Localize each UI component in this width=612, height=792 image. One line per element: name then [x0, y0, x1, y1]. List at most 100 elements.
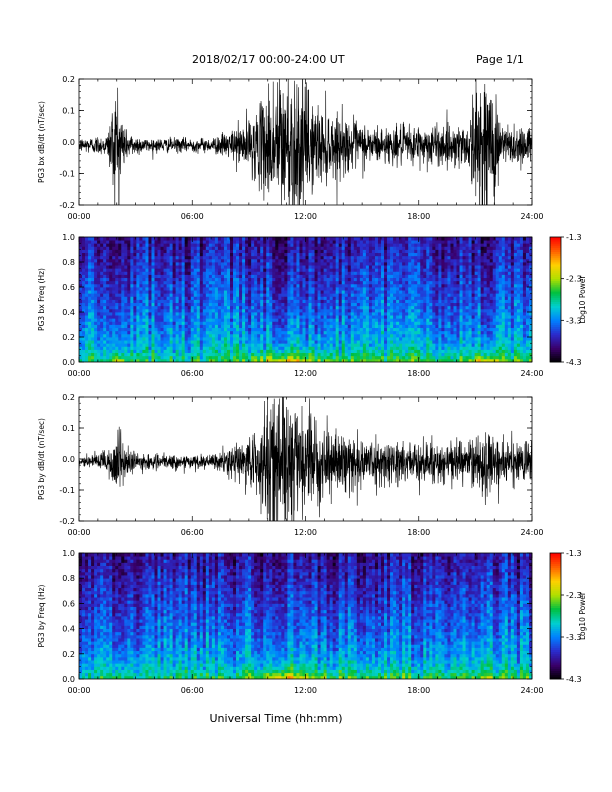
spectrogram-cell — [347, 283, 352, 288]
spectrogram-cell — [438, 349, 442, 354]
spectrogram-cell — [374, 305, 379, 310]
spectrogram-cell — [88, 299, 92, 304]
spectrogram-cell — [275, 299, 279, 304]
spectrogram-cell — [441, 274, 445, 279]
spectrogram-cell — [278, 237, 282, 241]
spectrogram-cell — [148, 318, 152, 322]
spectrogram-cell — [121, 302, 125, 307]
spectrogram-cell — [359, 327, 364, 332]
spectrogram-cell — [214, 330, 219, 335]
spectrogram-cell — [139, 268, 143, 272]
spectrogram-cell — [226, 290, 231, 294]
spectrogram-cell — [169, 305, 174, 310]
spectrogram-cell — [393, 252, 397, 257]
spectrogram-cell — [426, 277, 430, 282]
spectrogram-cell — [284, 340, 288, 344]
spectrogram-cell — [124, 265, 128, 269]
spectrogram-cell — [226, 327, 231, 332]
spectrogram-cell — [278, 290, 282, 294]
spectrogram-cell — [157, 330, 161, 335]
spectrogram-cell — [417, 255, 421, 260]
spectrogram-cell — [396, 255, 400, 260]
spectrogram-cell — [417, 333, 421, 338]
spectrogram-cell — [160, 255, 164, 260]
spectrogram-cell — [82, 255, 86, 260]
spectrogram-cell — [435, 283, 439, 288]
y-tick-label: 0.0 — [62, 138, 75, 147]
spectrogram-cell — [429, 249, 433, 254]
spectrogram-cell — [290, 280, 294, 285]
spectrogram-cell — [374, 315, 379, 319]
spectrogram-cell — [199, 318, 204, 322]
spectrogram-cell — [402, 283, 406, 288]
spectrogram-cell — [393, 262, 397, 266]
spectrogram-cell — [308, 308, 312, 313]
spectrogram-cell — [154, 265, 158, 269]
spectrogram-cell — [160, 333, 164, 338]
spectrogram-cell — [91, 318, 95, 322]
spectrogram-cell — [196, 265, 201, 269]
spectrogram-cell — [275, 287, 279, 291]
spectrogram-cell — [248, 318, 252, 322]
spectrogram-cell — [299, 318, 303, 322]
spectrogram-cell — [323, 337, 328, 341]
spectrogram-cell — [217, 352, 222, 357]
spectrogram-cell — [169, 262, 174, 266]
spectrogram-cell — [441, 308, 445, 313]
spectrogram-cell — [248, 343, 252, 347]
spectrogram-cell — [278, 274, 282, 279]
spectrogram-cell — [236, 305, 240, 310]
spectrogram-cell — [133, 246, 137, 250]
spectrogram-cell — [148, 321, 152, 325]
spectrogram-cell — [163, 333, 167, 338]
spectrogram-cell — [399, 255, 403, 260]
spectrogram-cell — [248, 255, 252, 260]
spectrogram-cell — [374, 321, 379, 325]
spectrogram-cell — [374, 352, 379, 357]
spectrogram-cell — [245, 337, 249, 341]
spectrogram-cell — [338, 349, 343, 354]
spectrogram-cell — [133, 283, 137, 288]
spectrogram-cell — [399, 252, 403, 257]
spectrogram-cell — [142, 349, 146, 354]
spectrogram-cell — [226, 308, 231, 313]
spectrogram-cell — [127, 290, 131, 294]
spectrogram-cell — [359, 355, 364, 360]
spectrogram-cell — [248, 249, 252, 254]
spectrogram-cell — [217, 287, 222, 291]
spectrogram-cell — [444, 330, 448, 335]
spectrogram-cell — [181, 299, 186, 304]
spectrogram-cell — [242, 268, 246, 272]
spectrogram-cell — [175, 249, 180, 254]
spectrogram-cell — [145, 249, 149, 254]
spectrogram-cell — [384, 271, 388, 275]
spectrogram-cell — [287, 293, 291, 297]
spectrogram-cell — [184, 346, 189, 350]
spectrogram-cell — [202, 258, 207, 263]
spectrogram-cell — [82, 265, 86, 269]
spectrogram-cell — [226, 240, 231, 244]
spectrogram-cell — [91, 337, 95, 341]
spectrogram-cell — [172, 312, 177, 316]
spectrogram-cell — [290, 302, 294, 307]
spectrogram-cell — [420, 358, 424, 362]
spectrogram-cell — [438, 346, 442, 350]
spectrogram-cell — [148, 255, 152, 260]
page-number: Page 1/1 — [476, 53, 524, 66]
spectrogram-cell — [311, 293, 315, 297]
spectrogram-cell — [118, 246, 122, 250]
spectrogram-cell — [163, 296, 167, 300]
spectrogram-cell — [429, 358, 433, 362]
spectrogram-cell — [299, 271, 303, 275]
spectrogram-cell — [142, 243, 146, 247]
spectrogram-cell — [208, 277, 213, 282]
spectrogram-cell — [429, 252, 433, 257]
spectrogram-cell — [85, 274, 89, 279]
spectrogram-cell — [233, 283, 237, 288]
spectrogram-cell — [175, 355, 180, 360]
spectrogram-cell — [384, 330, 388, 335]
spectrogram-cell — [444, 277, 448, 282]
spectrogram-cell — [284, 255, 288, 260]
spectrogram-cell — [405, 330, 409, 335]
spectrogram-cell — [441, 318, 445, 322]
